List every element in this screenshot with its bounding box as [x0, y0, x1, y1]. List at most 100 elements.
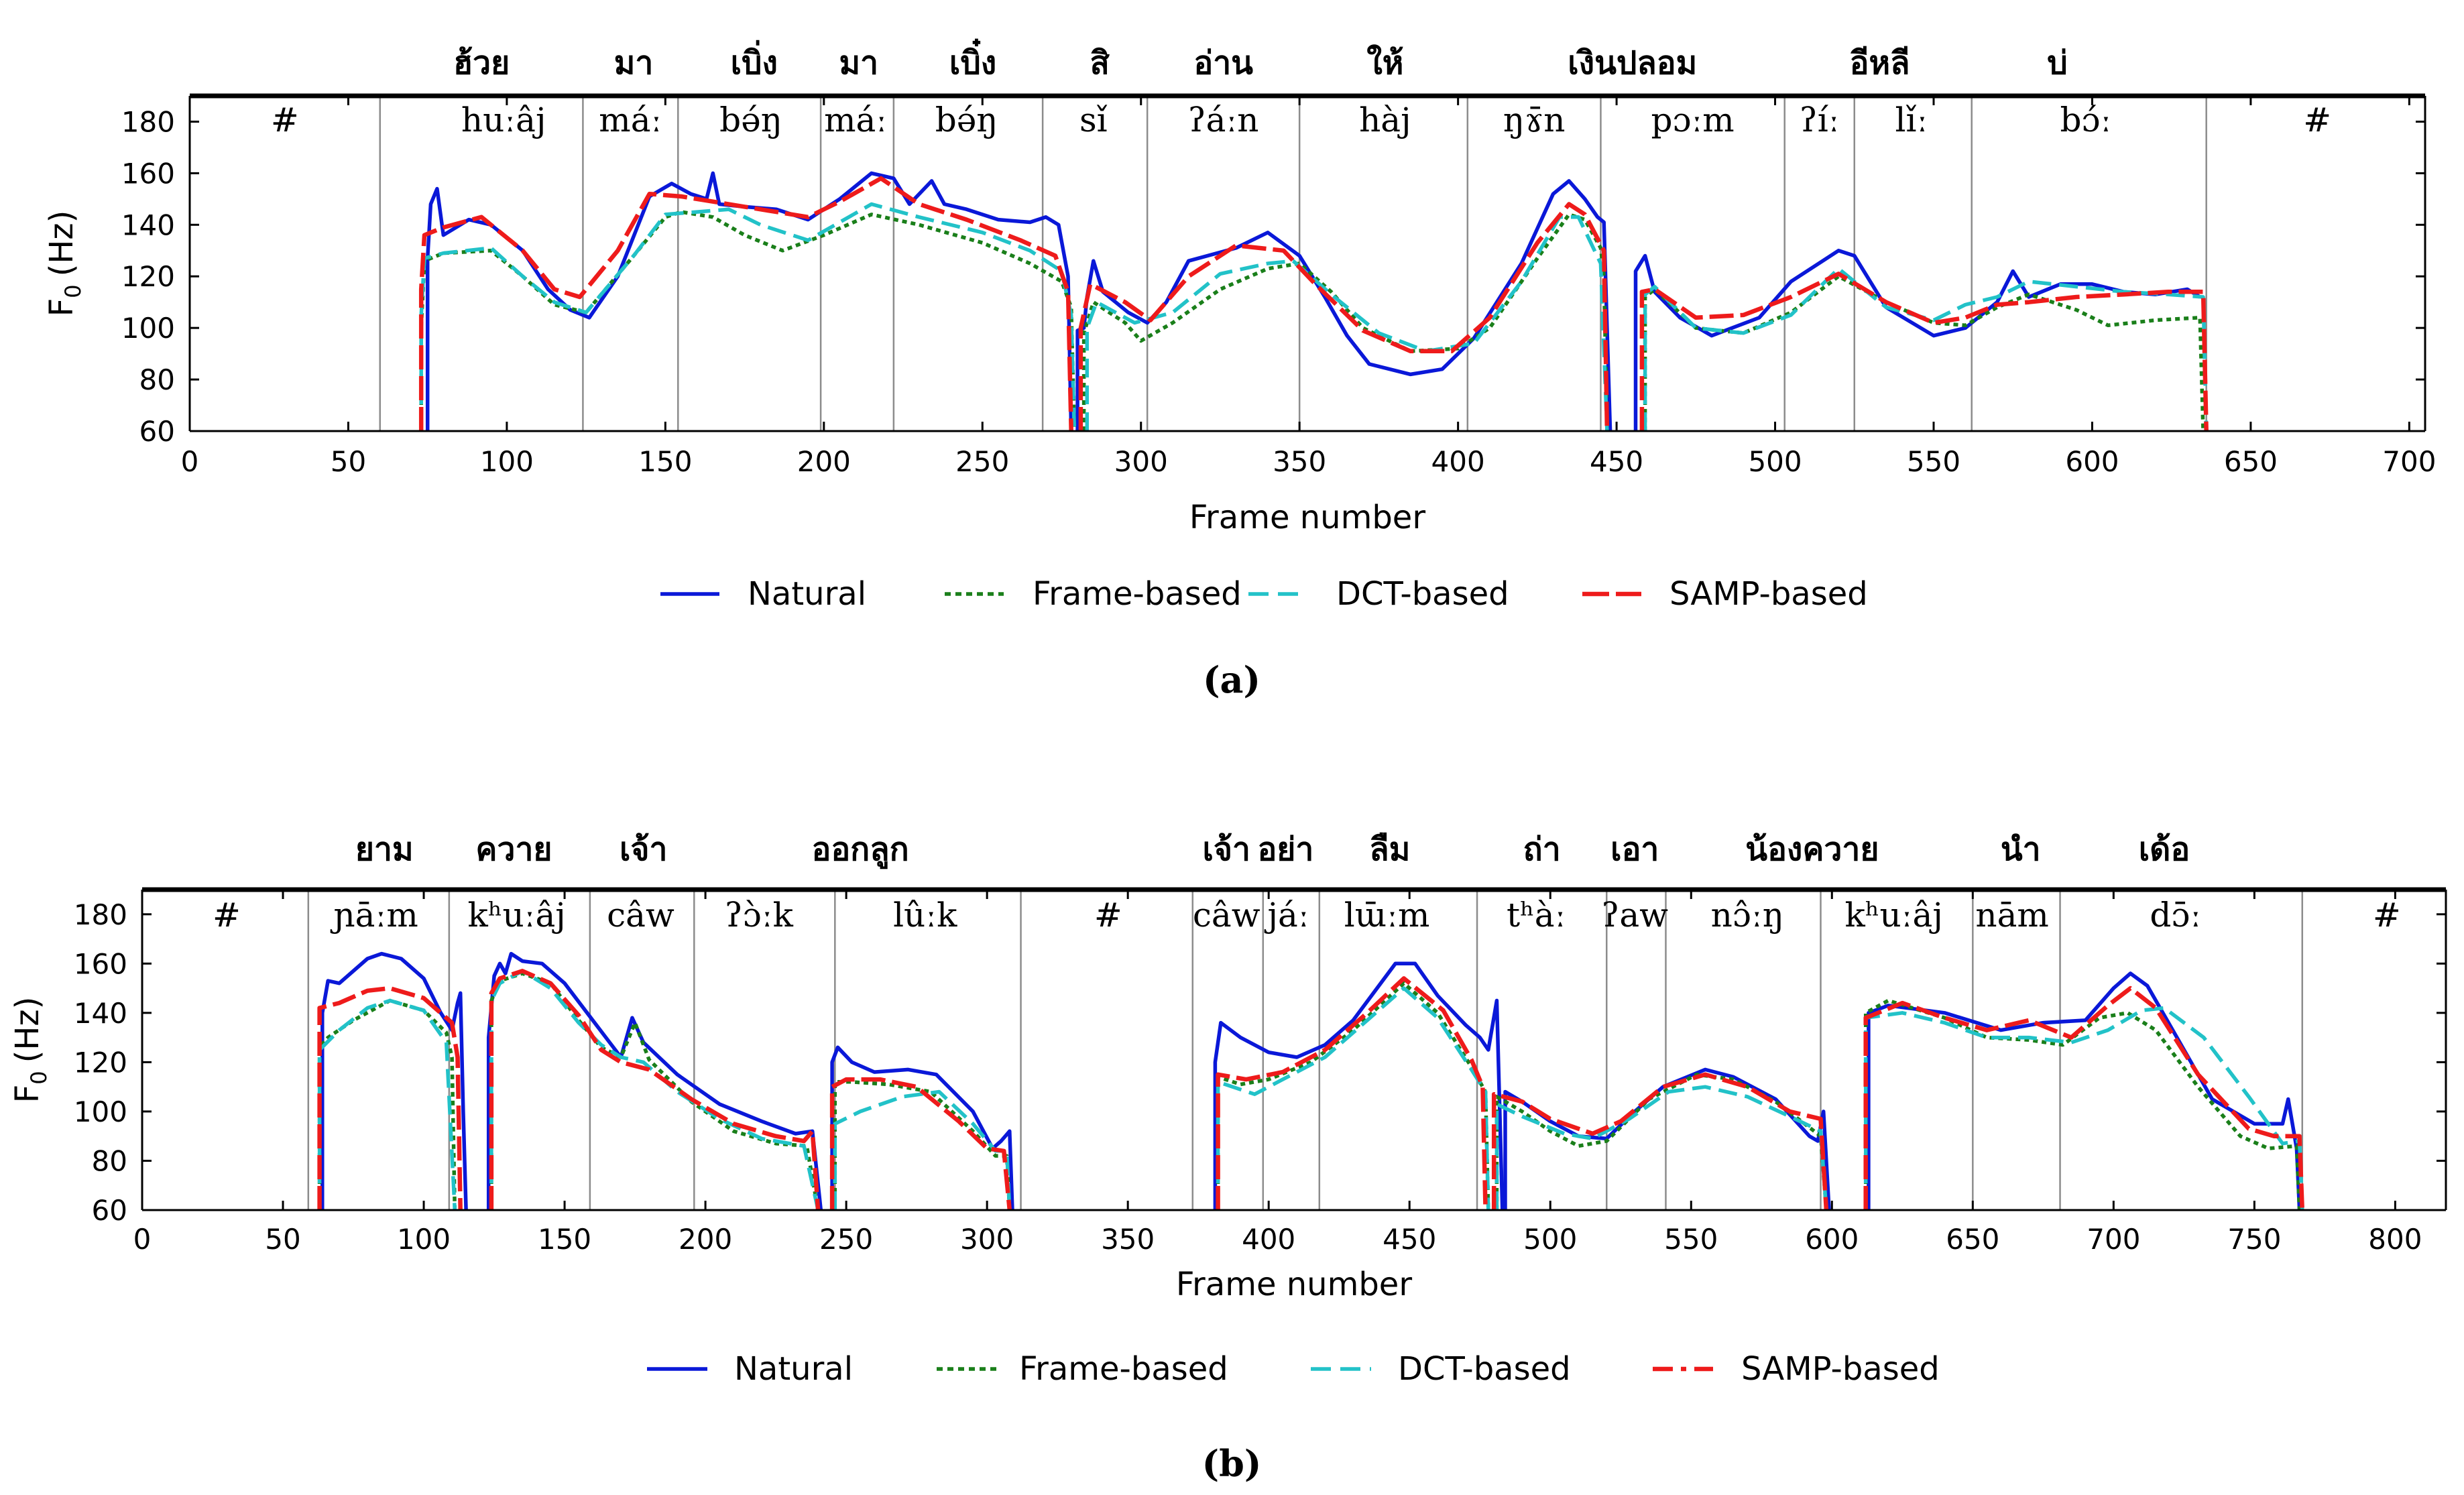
y-tick-label: 80	[92, 1144, 127, 1177]
phoneme-label: ʔɔ̀ːk	[725, 896, 794, 935]
y-axis-label-unit: (Hz)	[9, 997, 46, 1063]
thai-word-label: ควาย	[475, 831, 552, 868]
phoneme-label: tʰàː	[1507, 896, 1566, 935]
legend: Natural Frame-based DCT-based SAMP-based	[647, 1350, 1940, 1388]
phoneme-label: bɔ́ː	[2060, 101, 2112, 139]
phoneme-label: #	[271, 101, 299, 139]
y-tick-label: 180	[74, 898, 127, 931]
x-tick-label: 450	[1590, 445, 1643, 478]
y-axis-label: F0 (Hz)	[43, 211, 86, 317]
panel-label: (a)	[1203, 658, 1260, 701]
legend-label-natural: Natural	[734, 1350, 853, 1388]
x-tick-label: 800	[2368, 1223, 2422, 1256]
y-tick-label: 140	[121, 208, 175, 241]
thai-word-label: มา	[839, 44, 879, 82]
x-tick-label: 750	[2227, 1223, 2281, 1256]
series-group	[418, 171, 2209, 431]
x-tick-label: 600	[2065, 445, 2119, 478]
phoneme-label: câw	[607, 896, 674, 935]
phoneme-label: #	[1094, 896, 1122, 935]
series-natural-line	[1633, 249, 2201, 431]
y-tick-label: 180	[121, 105, 175, 138]
series-dct-line	[489, 969, 820, 1210]
phoneme-label: lǐː	[1895, 101, 1928, 139]
y-tick-label: 120	[74, 1046, 127, 1079]
x-tick-label: 500	[1523, 1223, 1577, 1256]
series-natural-line	[1867, 971, 2302, 1210]
x-tick-label: 350	[1101, 1223, 1155, 1256]
thai-word-label: เบิ่ง	[731, 40, 778, 82]
series-frame-line	[1643, 274, 2205, 431]
phoneme-label: nɔ̂ːŋ	[1711, 896, 1784, 935]
x-tick-label: 650	[1946, 1223, 1999, 1256]
phoneme-label: lɯ̄ːm	[1344, 896, 1430, 935]
series-samp-line	[317, 985, 463, 1210]
y-tick-label: 120	[121, 260, 175, 293]
thai-word-label: อย่า	[1257, 831, 1313, 868]
series-frame-line	[317, 998, 457, 1210]
phoneme-label: pɔːm	[1651, 101, 1734, 139]
panel-label: (b)	[1202, 1442, 1262, 1485]
series-dct-line	[1216, 986, 1490, 1210]
x-tick-label: 250	[955, 445, 1009, 478]
series-dct-line	[1643, 266, 2209, 431]
series-samp-line	[418, 176, 1073, 431]
phoneme-label: lûːk	[893, 896, 957, 935]
x-tick-label: 150	[538, 1223, 591, 1256]
x-tick-label: 700	[2087, 1223, 2140, 1256]
thai-word-label: ลืม	[1369, 831, 1410, 868]
phoneme-label: nām	[1975, 896, 2048, 935]
legend-label-samp: SAMP-based	[1741, 1350, 1940, 1388]
x-tick-label: 200	[679, 1223, 732, 1256]
series-group	[317, 951, 2305, 1210]
thai-word-label: ให้	[1366, 44, 1403, 82]
x-tick-label: 550	[1907, 445, 1960, 478]
phoneme-label: ʔáːn	[1188, 101, 1259, 139]
thai-word-label: เบิ๋ง	[949, 38, 996, 82]
y-axis-label-subscript: 0	[26, 1071, 52, 1084]
phoneme-label: #	[2303, 101, 2331, 139]
panel-a: 0 50 100 150 200 250 300 350 400 450 500 550 600 650 7…	[43, 38, 2436, 701]
phoneme-label: ʔíː	[1800, 101, 1840, 139]
phoneme-label: dɔ̄ː	[2150, 896, 2201, 935]
series-frame-line	[1494, 1073, 1828, 1210]
series-frame-line	[489, 971, 820, 1210]
thai-word-label: ถ่า	[1523, 831, 1561, 868]
thai-word-label: น้องควาย	[1745, 831, 1879, 868]
series-natural-line	[486, 951, 823, 1210]
phoneme-label: #	[213, 896, 241, 935]
thai-word-label: นำ	[2001, 831, 2041, 868]
series-dct-line	[1863, 1006, 2304, 1210]
series-frame-line	[1081, 213, 1609, 431]
series-natural-line	[320, 951, 468, 1210]
x-tick-label: 0	[133, 1223, 152, 1256]
x-tick-label: 50	[265, 1223, 300, 1256]
legend-label-dct: DCT-based	[1398, 1350, 1571, 1388]
x-tick-label: 200	[797, 445, 851, 478]
x-tick-label: 250	[819, 1223, 873, 1256]
series-natural-line	[1213, 961, 1505, 1210]
phoneme-label: #	[2373, 896, 2401, 935]
series-frame-line	[419, 210, 1077, 431]
x-tick-label: 100	[480, 445, 534, 478]
thai-word-label: เจ้า	[1202, 831, 1250, 868]
x-tick-label: 650	[2224, 445, 2278, 478]
phoneme-label: máː	[599, 101, 662, 139]
series-natural-line	[425, 171, 1073, 431]
y-tick-label: 80	[139, 363, 175, 396]
series-dct-line	[1494, 1085, 1828, 1210]
phoneme-label: jáː	[1265, 896, 1309, 935]
phoneme-label: hàj	[1359, 101, 1411, 139]
y-axis-label-symbol: F	[43, 298, 80, 317]
series-samp-line	[1491, 1072, 1829, 1210]
y-tick-label: 160	[121, 157, 175, 190]
phoneme-label: ɲāːm	[331, 896, 418, 935]
series-natural-line	[830, 1045, 1014, 1210]
x-tick-label: 450	[1383, 1223, 1436, 1256]
y-axis-label-unit: (Hz)	[43, 211, 80, 277]
series-dct-line	[833, 1089, 1012, 1210]
series-dct-line	[419, 202, 1077, 431]
series-samp-line	[1639, 272, 2209, 431]
x-tick-label: 350	[1273, 445, 1326, 478]
x-tick-label: 600	[1805, 1223, 1859, 1256]
